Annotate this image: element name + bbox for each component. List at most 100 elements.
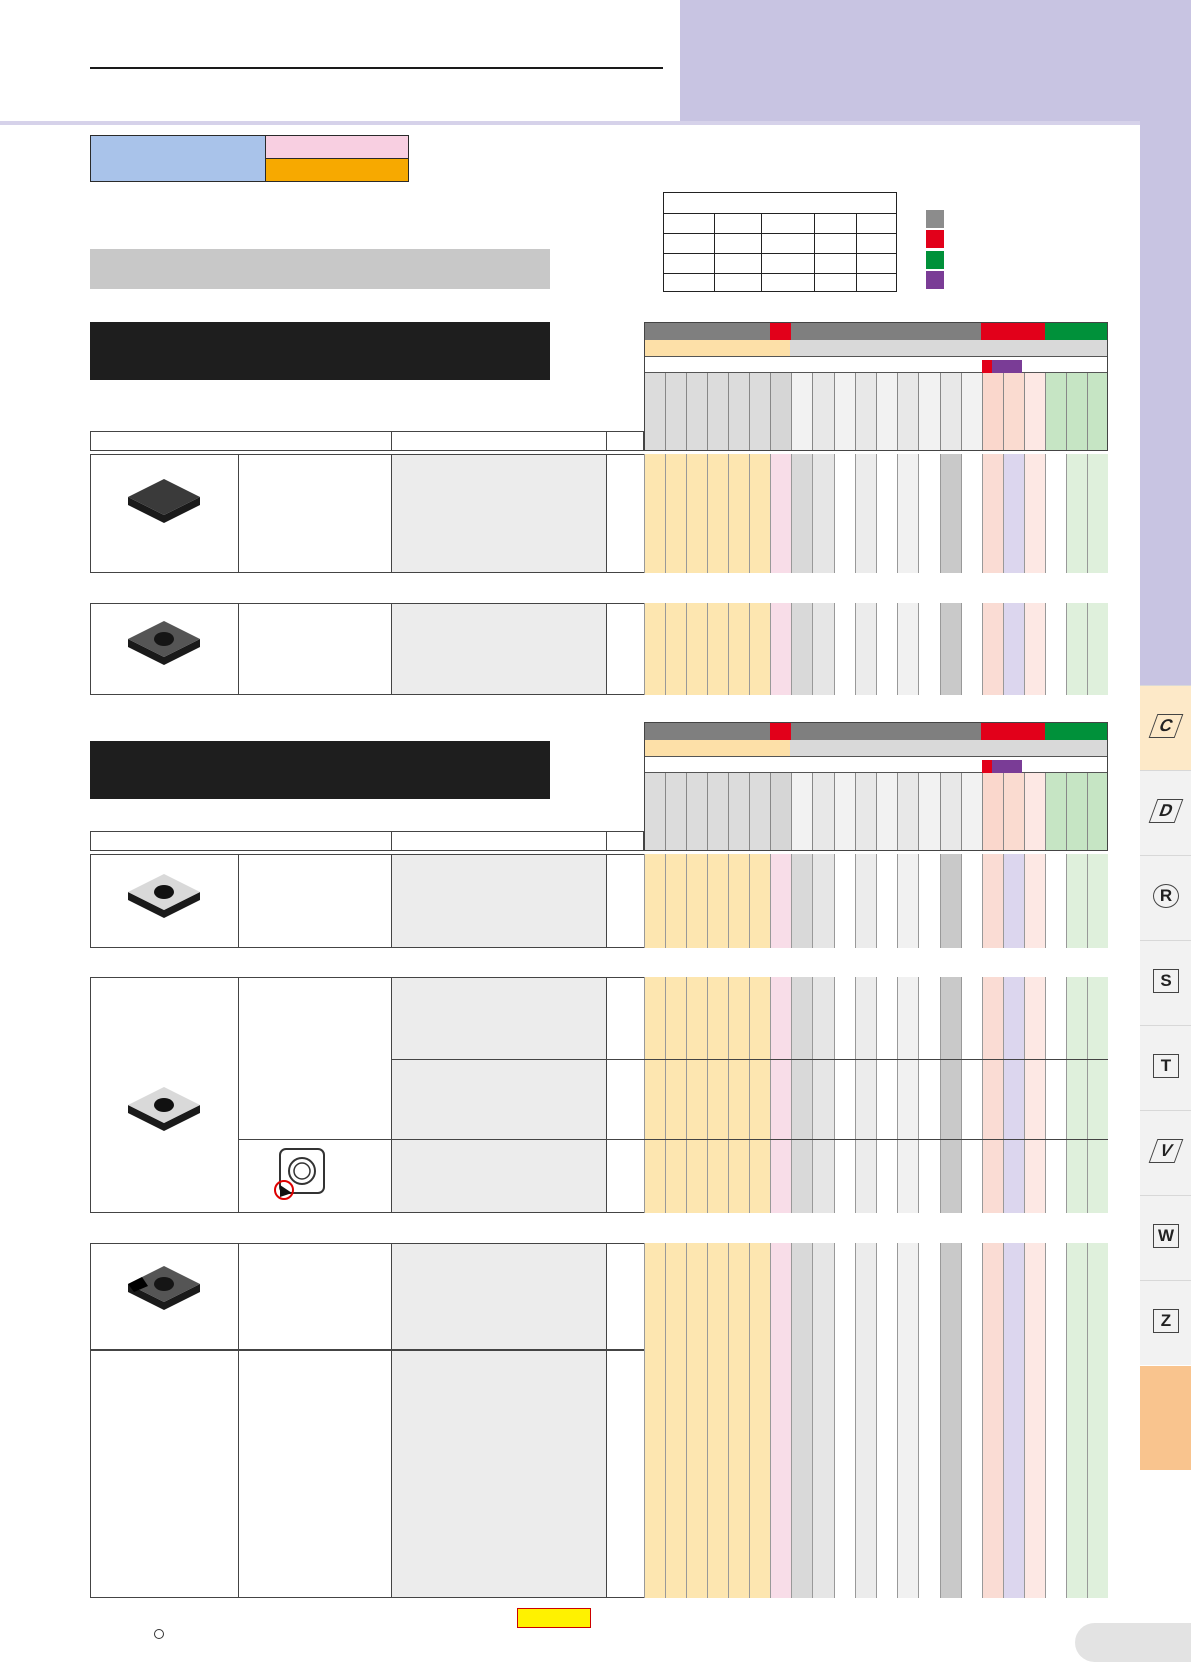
grade-cell-3-18 — [1024, 854, 1045, 948]
grade-header-red-wide-2 — [981, 722, 1045, 740]
section-title-bar-1 — [90, 322, 550, 380]
grade-column-header-1-12 — [897, 373, 918, 451]
grade-cell-5-15 — [961, 1243, 982, 1350]
grade-cell-6-2 — [686, 1350, 707, 1598]
page-number-tab — [1075, 1623, 1191, 1662]
product-row-divider-c-1 — [606, 454, 607, 573]
product-row-divider-b-5 — [391, 1243, 392, 1350]
grade-column-header-1-1 — [665, 373, 686, 451]
section-heading-bar — [90, 249, 550, 289]
holed-insert-icon — [128, 621, 200, 665]
product-row-divider-a-6 — [238, 1350, 239, 1598]
grade-cell-3-8 — [812, 854, 834, 948]
grade-header-red-mark-1 — [982, 360, 992, 373]
grade-cell-4-3 — [707, 977, 728, 1213]
grade-cell-4-10 — [855, 977, 876, 1213]
grade-cell-4-6 — [770, 977, 791, 1213]
grade-cell-4-13 — [918, 977, 940, 1213]
product-row-divider-c-6 — [606, 1350, 607, 1598]
grade-cell-3-16 — [982, 854, 1003, 948]
category-badge-orange — [265, 158, 409, 182]
grade-cell-4-9 — [834, 977, 855, 1213]
product-row-divider-a-1 — [238, 454, 239, 573]
triangle-insert-icon: T — [1153, 1054, 1179, 1078]
side-band — [1140, 125, 1191, 685]
product-row-divider-b-3 — [391, 854, 392, 948]
grade-column-header-1-17 — [1003, 373, 1024, 451]
grade-cell-5-5 — [749, 1243, 770, 1350]
grade-cell-6-11 — [876, 1350, 897, 1598]
grade-column-header-2-20 — [1066, 773, 1087, 851]
grade-cell-4-19 — [1045, 977, 1066, 1213]
side-tab-s[interactable]: S — [1140, 940, 1191, 1025]
tipped-insert-icon — [128, 1266, 200, 1310]
grade-cell-6-18 — [1024, 1350, 1045, 1598]
grade-column-header-2-18 — [1024, 773, 1045, 851]
grade-column-header-1-19 — [1045, 373, 1066, 451]
side-tab-r[interactable]: R — [1140, 855, 1191, 940]
grade-cell-5-18 — [1024, 1243, 1045, 1350]
product-spec-cell-1 — [392, 455, 606, 572]
header-rule — [90, 67, 663, 69]
grade-cell-3-4 — [728, 854, 749, 948]
grade-cell-4-16 — [982, 977, 1003, 1213]
grade-cell-6-12 — [897, 1350, 918, 1598]
grade-column-header-2-12 — [897, 773, 918, 851]
grade-cell-4-14 — [940, 977, 961, 1213]
product-head-divider-b-1 — [606, 431, 607, 451]
side-tab-t[interactable]: T — [1140, 1025, 1191, 1110]
grade-column-header-2-8 — [812, 773, 834, 851]
grade-header-grey-wide-1 — [791, 322, 981, 340]
grade-cell-1-21 — [1087, 454, 1108, 573]
grade-cell-1-17 — [1003, 454, 1024, 573]
grade-column-header-1-2 — [686, 373, 707, 451]
grade-header-purple-mark-2 — [992, 760, 1022, 773]
side-tab-z[interactable]: Z — [1140, 1280, 1191, 1365]
grade-cell-3-1 — [665, 854, 686, 948]
side-tab-v[interactable]: V — [1140, 1110, 1191, 1195]
grade-cell-4-17 — [1003, 977, 1024, 1213]
grade-cell-3-9 — [834, 854, 855, 948]
side-tab-d[interactable]: D — [1140, 770, 1191, 855]
round-insert-icon: R — [1153, 884, 1179, 908]
side-tab-c[interactable]: C — [1140, 685, 1191, 770]
grade-header-green-2 — [1045, 722, 1108, 740]
square-insert-icon: S — [1153, 969, 1179, 993]
grade-cell-5-0 — [644, 1243, 665, 1350]
grade-column-header-1-8 — [812, 373, 834, 451]
grade-cell-6-8 — [812, 1350, 834, 1598]
grade-column-header-1-5 — [749, 373, 770, 451]
grade-cell-2-5 — [749, 603, 770, 695]
product-row-divider-c-5 — [606, 1243, 607, 1350]
grade-header-grey-wide-2 — [791, 722, 981, 740]
side-tab-accent — [1140, 1366, 1191, 1470]
grade-column-header-2-9 — [834, 773, 855, 851]
grade-column-header-1-18 — [1024, 373, 1045, 451]
grade-cell-4-2 — [686, 977, 707, 1213]
grade-cell-3-10 — [855, 854, 876, 948]
grade-column-header-1-14 — [940, 373, 961, 451]
grade-cell-1-9 — [834, 454, 855, 573]
grade-cell-6-20 — [1066, 1350, 1087, 1598]
grade-cell-4-20 — [1066, 977, 1087, 1213]
grade-cell-1-2 — [686, 454, 707, 573]
grade-header-purple-mark-1 — [992, 360, 1022, 373]
grade-cell-5-8 — [812, 1243, 834, 1350]
grade-cell-2-18 — [1024, 603, 1045, 695]
grade-column-header-2-13 — [918, 773, 940, 851]
grade-cell-5-13 — [918, 1243, 940, 1350]
rhombus-55-icon: D — [1148, 799, 1184, 823]
grade-header-frame-1 — [644, 322, 1108, 451]
side-tab-w[interactable]: W — [1140, 1195, 1191, 1280]
grade-column-header-1-21 — [1087, 373, 1108, 451]
product-row-split-4-1 — [392, 1139, 1108, 1140]
circle-symbol — [154, 1629, 164, 1639]
grade-column-header-2-17 — [1003, 773, 1024, 851]
grade-cell-1-4 — [728, 454, 749, 573]
grade-cell-1-12 — [897, 454, 918, 573]
note-highlight-box — [517, 1608, 591, 1628]
grade-header-orange-band-2 — [644, 740, 790, 756]
grade-column-header-2-21 — [1087, 773, 1108, 851]
grade-cell-4-15 — [961, 977, 982, 1213]
grade-column-header-2-3 — [707, 773, 728, 851]
